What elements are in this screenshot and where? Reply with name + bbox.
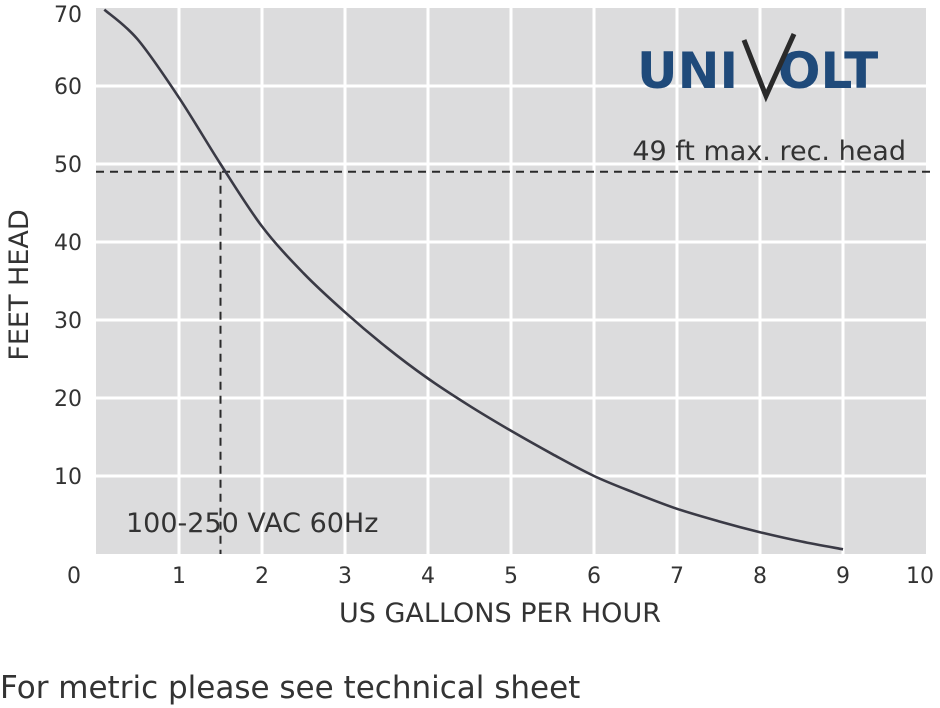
x-tick-label-4: 4 — [421, 564, 435, 589]
univolt-logo: UNI OLT — [637, 32, 878, 103]
reference-lines — [96, 170, 934, 554]
y-tick-label-10: 10 — [54, 465, 82, 490]
x-axis-title: US GALLONS PER HOUR — [339, 598, 661, 629]
y-axis-title: FEET HEAD — [4, 209, 35, 360]
logo-v-mark — [741, 32, 797, 103]
pump-curve-chart: 0 1 2 3 4 5 6 7 8 9 10 10 20 30 40 50 60 70 49 ft max. re… — [4, 3, 934, 629]
reference-line-label: 49 ft max. rec. head — [632, 136, 906, 167]
y-tick-label-50: 50 — [54, 153, 82, 178]
grid-lines — [96, 8, 926, 554]
voltage-annotation: 100-250 VAC 60Hz — [126, 508, 378, 539]
x-tick-label-2: 2 — [255, 564, 269, 589]
x-tick-label-8: 8 — [753, 564, 767, 589]
y-tick-label-30: 30 — [54, 309, 82, 334]
y-tick-label-60: 60 — [54, 75, 82, 100]
x-tick-label-7: 7 — [670, 564, 684, 589]
x-tick-label-1: 1 — [172, 564, 186, 589]
logo-text-uni: UNI — [637, 42, 738, 100]
y-tick-label-70: 70 — [54, 3, 82, 28]
performance-curve — [103, 8, 844, 551]
x-tick-label-6: 6 — [587, 564, 601, 589]
y-tick-label-40: 40 — [54, 231, 82, 256]
x-tick-label-0: 0 — [67, 564, 81, 589]
x-tick-label-9: 9 — [836, 564, 850, 589]
logo-text-olt: OLT — [778, 42, 878, 100]
x-tick-label-10: 10 — [906, 564, 934, 589]
tick-labels: 0 1 2 3 4 5 6 7 8 9 10 10 20 30 40 50 60 70 — [54, 3, 934, 589]
x-tick-label-5: 5 — [504, 564, 518, 589]
metric-footnote: For metric please see technical sheet — [0, 670, 581, 706]
x-tick-label-3: 3 — [338, 564, 352, 589]
y-tick-label-20: 20 — [54, 387, 82, 412]
